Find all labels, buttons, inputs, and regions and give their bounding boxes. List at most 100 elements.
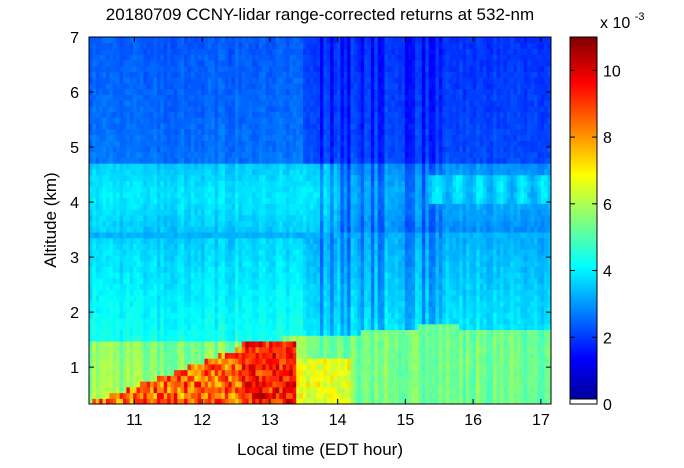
- heatmap-cell: [309, 386, 314, 394]
- heatmap-cell: [170, 168, 175, 176]
- heatmap-cell: [330, 289, 335, 296]
- heatmap-cell: [146, 317, 151, 325]
- heatmap-cell: [201, 340, 206, 348]
- heatmap-cell: [275, 105, 280, 113]
- heatmap-cell: [143, 174, 148, 181]
- heatmap-cell: [255, 123, 260, 130]
- heatmap-cell: [320, 266, 324, 273]
- heatmap-cell: [201, 48, 206, 55]
- heatmap-cell: [163, 111, 168, 118]
- heatmap-cell: [126, 100, 131, 107]
- heatmap-cell: [279, 151, 284, 159]
- heatmap-cell: [323, 168, 328, 176]
- heatmap-cell: [207, 151, 212, 159]
- heatmap-cell: [320, 191, 324, 199]
- heatmap-cell: [92, 140, 97, 147]
- heatmap-cell: [333, 306, 338, 313]
- heatmap-cell: [170, 88, 175, 95]
- heatmap-cell: [197, 277, 202, 285]
- heatmap-cell: [129, 123, 134, 130]
- heatmap-cell: [190, 266, 195, 273]
- heatmap-cell: [122, 386, 127, 394]
- heatmap-cell: [241, 174, 246, 181]
- heatmap-cell: [133, 375, 138, 382]
- heatmap-cell: [299, 295, 304, 302]
- heatmap-cell: [109, 88, 114, 95]
- heatmap-cell: [150, 317, 155, 325]
- heatmap-cell: [326, 363, 331, 371]
- heatmap-cell: [248, 37, 253, 44]
- heatmap-cell: [211, 134, 216, 141]
- heatmap-cell: [197, 243, 202, 250]
- heatmap-cell: [343, 266, 348, 273]
- heatmap-cell: [194, 191, 199, 199]
- heatmap-cell: [221, 37, 226, 44]
- heatmap-cell: [353, 392, 358, 399]
- heatmap-cell: [269, 243, 274, 250]
- heatmap-cell: [126, 163, 131, 170]
- heatmap-cell: [136, 145, 141, 153]
- heatmap-cell: [299, 88, 304, 95]
- heatmap-cell: [156, 105, 161, 113]
- heatmap-cell: [350, 191, 355, 199]
- heatmap-cell: [306, 65, 311, 72]
- heatmap-cell: [272, 203, 277, 210]
- heatmap-cell: [235, 59, 240, 67]
- heatmap-cell: [102, 209, 107, 216]
- heatmap-cell: [279, 363, 284, 371]
- heatmap-cell: [143, 272, 148, 279]
- heatmap-cell: [89, 340, 93, 348]
- heatmap-cell: [180, 352, 185, 359]
- heatmap-cell: [119, 231, 124, 239]
- heatmap-cell: [190, 289, 195, 296]
- heatmap-cell: [204, 317, 209, 325]
- heatmap-cell: [102, 346, 107, 353]
- heatmap-cell: [343, 71, 348, 78]
- heatmap-cell: [150, 283, 155, 290]
- heatmap-cell: [112, 289, 117, 296]
- heatmap-cell: [194, 42, 199, 50]
- heatmap-cell: [241, 398, 246, 404]
- heatmap-cell: [150, 186, 155, 193]
- heatmap-cell: [156, 65, 161, 72]
- heatmap-cell: [279, 65, 284, 72]
- heatmap-cell: [173, 266, 178, 273]
- heatmap-cell: [109, 300, 114, 308]
- heatmap-cell: [265, 105, 270, 113]
- heatmap-cell: [343, 117, 348, 124]
- heatmap-cell: [170, 140, 175, 147]
- heatmap-cell: [139, 220, 144, 227]
- heatmap-cell: [296, 100, 301, 107]
- heatmap-cell: [265, 117, 270, 124]
- heatmap-cell: [330, 277, 335, 285]
- heatmap-cell: [201, 323, 206, 331]
- heatmap-cell: [269, 82, 274, 90]
- heatmap-cell: [167, 346, 172, 353]
- heatmap-cell: [323, 174, 328, 181]
- heatmap-cell: [306, 82, 311, 90]
- heatmap-cell: [306, 243, 311, 250]
- heatmap-cell: [262, 134, 267, 141]
- heatmap-cell: [221, 82, 226, 90]
- heatmap-cell: [190, 197, 195, 204]
- heatmap-cell: [258, 266, 263, 273]
- heatmap-cell: [330, 94, 335, 101]
- heatmap-cell: [139, 37, 144, 44]
- heatmap-cell: [109, 209, 114, 216]
- heatmap-cell: [224, 88, 229, 95]
- heatmap-cell: [112, 352, 117, 359]
- heatmap-cell: [241, 266, 246, 273]
- heatmap-cell: [95, 105, 100, 113]
- heatmap-cell: [150, 346, 155, 353]
- heatmap-cell: [133, 243, 138, 250]
- heatmap-cell: [109, 358, 114, 365]
- heatmap-cell: [95, 145, 100, 153]
- heatmap-cell: [258, 312, 263, 319]
- heatmap-cell: [289, 220, 294, 227]
- heatmap-cell: [109, 77, 114, 84]
- heatmap-cell: [313, 71, 318, 78]
- heatmap-cell: [160, 340, 165, 348]
- heatmap-cell: [265, 283, 270, 290]
- heatmap-cell: [350, 352, 355, 359]
- heatmap-cell: [289, 323, 294, 331]
